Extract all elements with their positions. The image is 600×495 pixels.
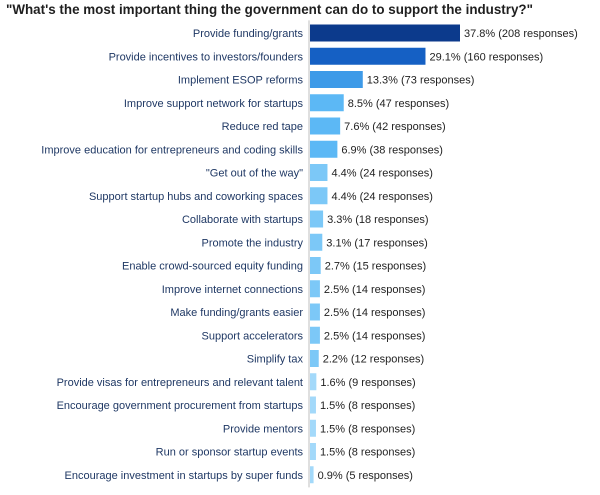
bar — [310, 233, 323, 251]
category-label: Provide incentives to investors/founders — [109, 51, 304, 63]
bar-value-label: 0.9% (5 responses) — [318, 470, 413, 482]
bar-value-label: 2.7% (15 responses) — [325, 261, 427, 273]
category-label: Reduce red tape — [222, 121, 303, 133]
bar — [310, 280, 320, 298]
bar-value-label: 3.3% (18 responses) — [327, 214, 429, 226]
bar — [310, 257, 321, 274]
bar-value-label: 1.6% (9 responses) — [320, 377, 415, 389]
category-label: Enable crowd-sourced equity funding — [122, 261, 303, 273]
category-label: Provide funding/grants — [193, 28, 304, 40]
bar-value-label: 2.2% (12 responses) — [323, 354, 425, 366]
bar — [310, 373, 317, 391]
bar-value-label: 2.5% (14 responses) — [324, 307, 426, 319]
category-label: Encourage investment in startups by supe… — [65, 470, 304, 482]
bar-value-label: 2.5% (14 responses) — [324, 330, 426, 342]
category-label: Simplify tax — [247, 354, 304, 366]
bar — [310, 117, 341, 135]
bar-value-label: 1.5% (8 responses) — [320, 447, 415, 459]
bar — [310, 47, 426, 65]
bar-value-label: 6.9% (38 responses) — [341, 144, 443, 156]
bar — [310, 396, 316, 414]
bar — [310, 24, 460, 42]
category-label: Collaborate with startups — [182, 214, 304, 226]
bar — [310, 466, 314, 484]
bar — [310, 187, 328, 205]
bar-value-label: 8.5% (47 responses) — [348, 98, 450, 110]
bar-value-label: 1.5% (8 responses) — [320, 423, 415, 435]
bar — [310, 164, 328, 181]
bar — [310, 210, 324, 228]
bar — [310, 443, 316, 460]
bar — [310, 303, 320, 321]
bar — [310, 71, 363, 88]
bar-value-label: 3.1% (17 responses) — [326, 237, 428, 249]
bar-value-label: 4.4% (24 responses) — [331, 168, 433, 180]
chart-title: "What's the most important thing the gov… — [6, 2, 533, 17]
category-label: Support startup hubs and coworking space… — [89, 191, 304, 203]
bar — [310, 350, 319, 367]
category-label: Implement ESOP reforms — [178, 75, 304, 87]
category-label: "Get out of the way" — [206, 168, 303, 180]
category-label: Run or sponsor startup events — [156, 447, 304, 459]
bar — [310, 419, 316, 437]
bar-value-label: 1.5% (8 responses) — [320, 400, 415, 412]
bar-value-label: 29.1% (160 responses) — [429, 51, 543, 63]
category-label: Encourage government procurement from st… — [57, 400, 304, 412]
category-label: Provide visas for entrepreneurs and rele… — [57, 377, 303, 389]
bar — [310, 326, 320, 344]
category-label: Improve support network for startups — [124, 98, 304, 110]
bar-value-label: 13.3% (73 responses) — [367, 75, 475, 87]
category-label: Improve internet connections — [162, 284, 304, 296]
category-label: Improve education for entrepreneurs and … — [41, 144, 303, 156]
bar — [310, 94, 344, 112]
category-label: Support accelerators — [202, 330, 304, 342]
bar-value-label: 2.5% (14 responses) — [324, 284, 426, 296]
category-label: Provide mentors — [223, 423, 304, 435]
bar-value-label: 4.4% (24 responses) — [331, 191, 433, 203]
bar-value-label: 7.6% (42 responses) — [344, 121, 446, 133]
bar — [310, 140, 338, 158]
bar-value-label: 37.8% (208 responses) — [464, 28, 578, 40]
category-label: Make funding/grants easier — [170, 307, 303, 319]
category-label: Promote the industry — [202, 237, 304, 249]
